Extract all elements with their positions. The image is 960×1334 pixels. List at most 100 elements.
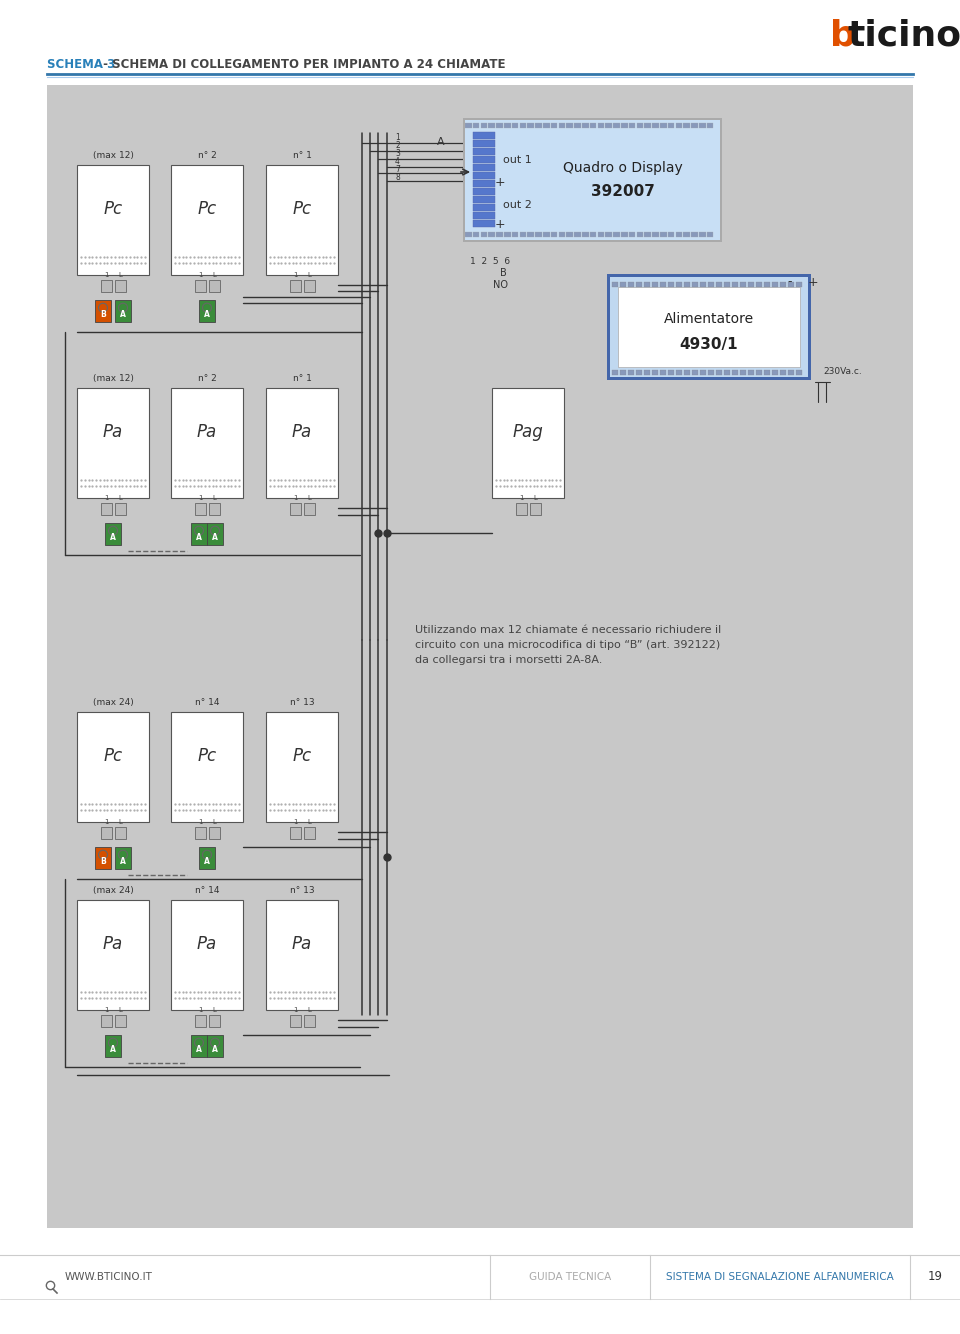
Text: n° 14: n° 14 <box>195 698 219 707</box>
Text: Pc: Pc <box>293 200 312 217</box>
Bar <box>660 123 666 128</box>
Text: 230Va.c.: 230Va.c. <box>823 367 862 376</box>
Bar <box>114 827 126 839</box>
Text: 2: 2 <box>395 141 399 151</box>
Bar <box>303 827 315 839</box>
Text: Pc: Pc <box>198 747 217 764</box>
Text: A: A <box>204 309 210 319</box>
Bar <box>290 827 300 839</box>
Bar <box>207 523 223 546</box>
Bar <box>618 287 800 367</box>
Text: L: L <box>212 1007 216 1013</box>
Bar <box>473 164 495 171</box>
Text: - SCHEMA DI COLLEGAMENTO PER IMPIANTO A 24 CHIAMATE: - SCHEMA DI COLLEGAMENTO PER IMPIANTO A … <box>99 57 506 71</box>
Bar <box>191 1035 207 1057</box>
Text: L: L <box>118 495 122 502</box>
Bar <box>481 123 487 128</box>
Text: out 1: out 1 <box>503 155 532 165</box>
Bar <box>473 188 495 195</box>
Bar <box>504 232 511 237</box>
Bar <box>207 1035 223 1057</box>
Bar <box>516 503 526 515</box>
Text: 1: 1 <box>104 819 108 824</box>
Bar <box>77 712 149 822</box>
Bar <box>473 156 495 163</box>
Bar <box>504 123 511 128</box>
Text: Pc: Pc <box>104 747 123 764</box>
Bar <box>465 120 720 240</box>
Text: (max 24): (max 24) <box>92 698 133 707</box>
Bar <box>692 370 698 375</box>
Bar <box>740 281 746 287</box>
Bar <box>699 123 706 128</box>
Text: L: L <box>533 495 537 502</box>
Bar <box>780 370 786 375</box>
Bar <box>489 232 495 237</box>
Bar <box>195 280 205 292</box>
Text: 1: 1 <box>293 1007 298 1013</box>
Bar <box>788 370 794 375</box>
Bar <box>543 123 549 128</box>
Bar <box>676 123 683 128</box>
Text: 4: 4 <box>395 157 400 167</box>
Text: A: A <box>110 532 116 542</box>
Bar <box>115 300 131 321</box>
Bar <box>512 123 518 128</box>
Text: A: A <box>196 532 202 542</box>
Text: 1: 1 <box>198 495 203 502</box>
Text: Pa: Pa <box>197 935 217 952</box>
Bar <box>566 232 573 237</box>
Text: 1: 1 <box>293 495 298 502</box>
Bar <box>652 281 658 287</box>
Bar <box>574 232 581 237</box>
Bar <box>756 281 762 287</box>
Bar <box>527 232 534 237</box>
Text: +: + <box>807 276 818 288</box>
Bar <box>748 370 754 375</box>
Bar <box>644 281 650 287</box>
Bar <box>559 123 565 128</box>
Text: b: b <box>830 17 856 52</box>
Text: 1: 1 <box>293 819 298 824</box>
Text: L: L <box>118 819 122 824</box>
Bar <box>114 1015 126 1027</box>
Bar <box>543 232 549 237</box>
Text: (max 12): (max 12) <box>92 374 133 383</box>
Text: 1: 1 <box>104 495 108 502</box>
Bar <box>691 123 698 128</box>
Bar <box>115 847 131 868</box>
Bar <box>724 370 730 375</box>
Bar <box>636 281 642 287</box>
Bar <box>788 281 794 287</box>
Bar <box>551 123 558 128</box>
Text: A: A <box>212 532 218 542</box>
Text: L: L <box>307 495 311 502</box>
Text: n° 14: n° 14 <box>195 886 219 895</box>
Text: (max 12): (max 12) <box>92 151 133 160</box>
Text: 1: 1 <box>198 819 203 824</box>
Text: (max 24): (max 24) <box>92 886 133 895</box>
Bar <box>489 123 495 128</box>
Bar <box>668 370 674 375</box>
Bar <box>676 281 682 287</box>
Bar <box>266 712 338 822</box>
Bar <box>644 370 650 375</box>
Text: Pc: Pc <box>198 200 217 217</box>
Bar <box>636 123 643 128</box>
Text: out 2: out 2 <box>503 200 532 209</box>
Text: Utilizzando max 12 chiamate é necessario richiudere il
circuito con una microcod: Utilizzando max 12 chiamate é necessario… <box>415 626 721 664</box>
Text: Pag: Pag <box>513 423 543 442</box>
Text: +: + <box>495 219 506 232</box>
Bar <box>652 370 658 375</box>
Bar <box>199 847 215 868</box>
Bar <box>684 370 690 375</box>
Text: A: A <box>438 137 445 147</box>
Text: A: A <box>196 1045 202 1054</box>
Bar <box>610 277 808 378</box>
Bar <box>463 117 722 241</box>
Text: L: L <box>307 272 311 277</box>
Text: 8: 8 <box>395 173 399 183</box>
Bar <box>628 281 634 287</box>
Bar <box>582 232 588 237</box>
Text: WWW.BTICINO.IT: WWW.BTICINO.IT <box>65 1273 153 1282</box>
